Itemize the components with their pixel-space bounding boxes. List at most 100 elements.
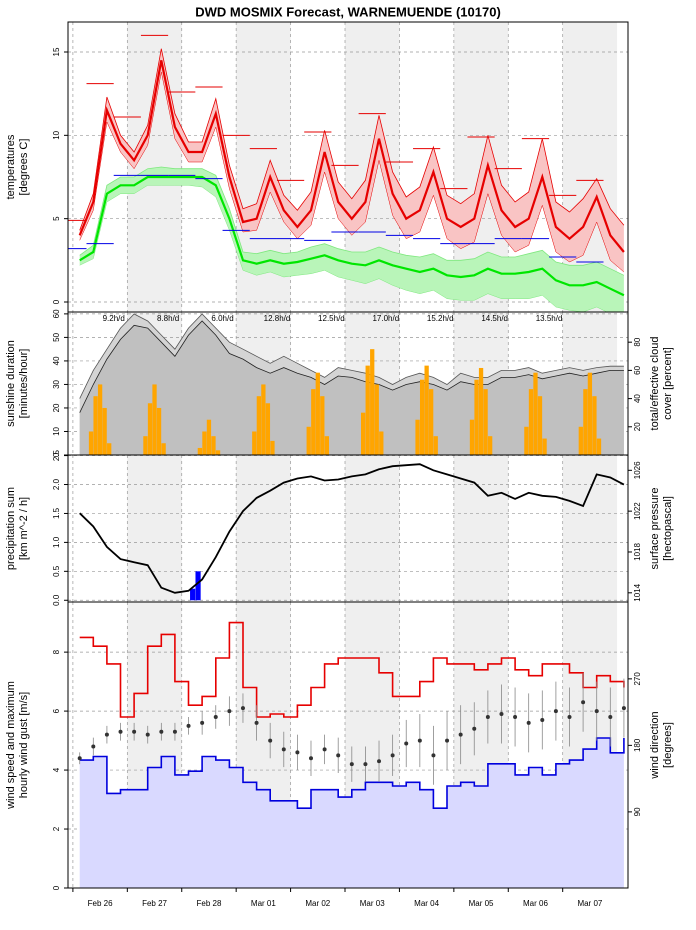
y-tick-label: 1.5 xyxy=(52,507,61,519)
bar xyxy=(478,367,484,455)
step-line xyxy=(79,737,625,809)
bar xyxy=(596,438,602,455)
sunshine-label: 12.5h/d xyxy=(318,314,345,323)
point xyxy=(77,756,82,761)
bar xyxy=(147,403,153,455)
bar xyxy=(93,396,98,455)
bar xyxy=(206,419,212,455)
bar xyxy=(197,447,203,455)
bar xyxy=(265,403,271,455)
point xyxy=(431,753,436,758)
bar xyxy=(379,431,384,455)
bar xyxy=(306,426,311,455)
y-axis-label: wind speed and maximum xyxy=(5,681,17,810)
bar xyxy=(587,372,593,455)
sunshine-label: 17.0h/d xyxy=(372,314,399,323)
y2-tick-label: 1022 xyxy=(633,502,642,520)
point xyxy=(104,732,109,737)
y-tick-label: 0.0 xyxy=(52,594,61,606)
y2-tick-label: 80 xyxy=(633,337,642,346)
bar xyxy=(324,436,330,455)
point xyxy=(91,744,96,749)
y-axis-label: sunshine duration xyxy=(5,340,17,427)
point xyxy=(567,714,572,719)
x-tick-label: Mar 03 xyxy=(360,899,385,908)
bar xyxy=(488,436,493,455)
point xyxy=(145,732,150,737)
y-tick-label: 30 xyxy=(52,379,61,388)
point xyxy=(349,762,354,767)
day-shade xyxy=(236,455,291,602)
day-shade xyxy=(562,455,618,602)
bar xyxy=(190,588,196,601)
y-tick-label: 4 xyxy=(52,767,61,772)
bar xyxy=(195,571,201,601)
day-shade xyxy=(127,22,182,312)
y2-tick-label: 180 xyxy=(633,738,642,752)
y-axis-label: hourly wind gust [m/s] xyxy=(18,692,30,798)
y2-tick-label: 40 xyxy=(633,394,642,403)
y2-tick-label: 1026 xyxy=(633,461,642,479)
point xyxy=(581,700,586,705)
bar xyxy=(211,436,216,455)
y-axis-label: [km m^-2 / h] xyxy=(18,497,30,560)
bar xyxy=(107,443,112,455)
bar xyxy=(592,396,597,455)
bar xyxy=(374,384,379,455)
point xyxy=(172,729,177,734)
point xyxy=(513,714,518,719)
point xyxy=(308,756,313,761)
bar xyxy=(256,396,262,455)
y-tick-label: 2 xyxy=(52,826,61,831)
point xyxy=(227,709,232,714)
sunshine-label: 15.2h/d xyxy=(427,314,454,323)
bar xyxy=(542,438,547,455)
line xyxy=(78,60,625,253)
point xyxy=(445,738,450,743)
bar xyxy=(533,372,538,455)
point xyxy=(540,717,545,722)
bar xyxy=(415,419,420,455)
point xyxy=(621,706,626,711)
y2-tick-label: 1018 xyxy=(633,543,642,561)
y-axis-label: temperatures xyxy=(5,134,17,199)
y-tick-label: 60 xyxy=(52,309,61,318)
x-tick-label: Mar 05 xyxy=(469,899,494,908)
sunshine-label: 9.2h/d xyxy=(103,314,125,323)
bar xyxy=(583,389,588,455)
y-axis-label: [degrees C] xyxy=(18,139,30,196)
bar xyxy=(424,365,429,455)
y2-axis-label: [degrees] xyxy=(662,722,674,768)
point xyxy=(377,759,382,764)
band xyxy=(79,167,624,312)
y-tick-label: 10 xyxy=(52,130,61,139)
y2-tick-label: 20 xyxy=(633,422,642,431)
panel xyxy=(68,312,628,455)
point xyxy=(281,747,286,752)
y-tick-label: 0 xyxy=(52,452,61,457)
bar xyxy=(528,389,534,455)
bar xyxy=(261,384,266,455)
y-tick-label: 2.5 xyxy=(52,449,61,461)
area xyxy=(79,321,624,455)
band-edge xyxy=(79,185,608,312)
point xyxy=(213,714,218,719)
point xyxy=(363,762,368,767)
bar xyxy=(102,407,107,455)
x-tick-label: Mar 07 xyxy=(577,899,602,908)
y-axis-label: [minutes/hour] xyxy=(18,349,30,419)
sunshine-label: 13.5h/d xyxy=(536,314,563,323)
y2-tick-label: 60 xyxy=(633,365,642,374)
y-tick-label: 40 xyxy=(52,356,61,365)
bar xyxy=(97,384,103,455)
y-tick-label: 20 xyxy=(52,403,61,412)
point xyxy=(159,729,164,734)
x-tick-label: Feb 27 xyxy=(142,899,167,908)
bar xyxy=(429,389,434,455)
bar xyxy=(524,426,529,455)
y-tick-label: 10 xyxy=(52,426,61,435)
y-tick-label: 15 xyxy=(52,47,61,56)
bar xyxy=(433,436,438,455)
band-edge xyxy=(79,71,625,273)
